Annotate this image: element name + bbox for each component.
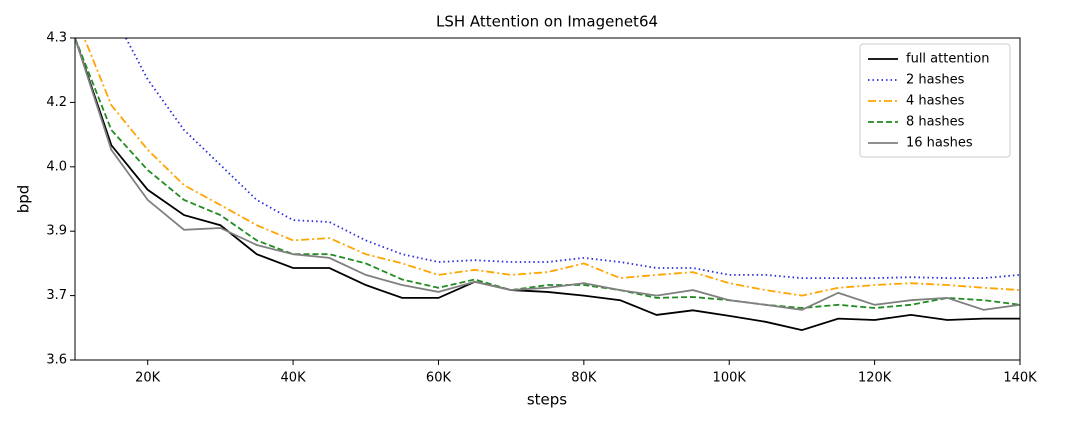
y-tick-label: 4.3 (46, 31, 67, 46)
x-tick-label: 140K (1003, 371, 1037, 386)
x-tick-label: 40K (281, 371, 307, 386)
x-tick-label: 20K (135, 371, 161, 386)
legend-label: full attention (906, 52, 989, 67)
chart-title: LSH Attention on Imagenet64 (436, 13, 658, 31)
y-tick-label: 3.6 (46, 353, 67, 368)
legend-box (859, 43, 1011, 158)
series-line (75, 38, 1020, 309)
legend-label: 2 hashes (906, 73, 965, 88)
x-tick-label: 80K (571, 371, 597, 386)
series-line (124, 38, 1020, 280)
x-tick-label: 100K (713, 371, 747, 386)
legend-label: 4 hashes (906, 94, 965, 109)
y-axis-label: bpd (15, 185, 33, 214)
legend-label: 8 hashes (906, 115, 965, 130)
legend: full attention 2 hashes 4 hashes 8 hashes 16… (859, 43, 1011, 158)
series-line (75, 38, 1020, 332)
y-tick-label: 3.7 (46, 288, 67, 303)
y-tick-label: 4.0 (46, 159, 67, 174)
x-tick-label: 60K (426, 371, 452, 386)
x-axis-label: steps (527, 391, 567, 409)
plot-frame (74, 37, 1021, 361)
y-tick-label: 3.9 (46, 224, 67, 239)
x-tick-label: 120K (858, 371, 892, 386)
legend-label: 16 hashes (906, 136, 973, 151)
y-tick-label: 4.2 (46, 95, 67, 110)
plot-area (75, 38, 1020, 332)
series-line (75, 38, 1020, 311)
series-line (83, 38, 1020, 297)
